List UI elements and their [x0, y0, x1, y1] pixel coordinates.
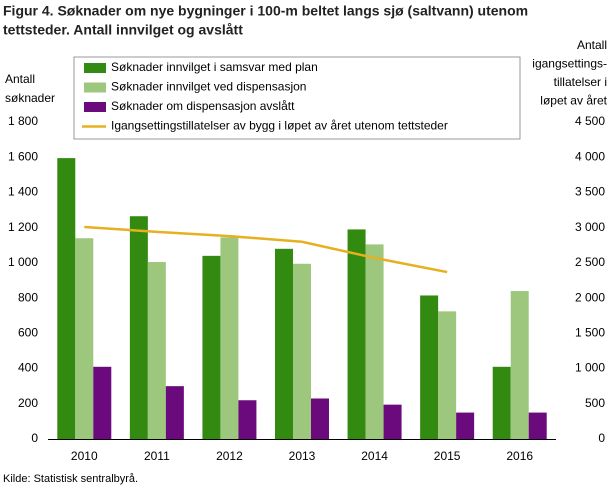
y2-tick-label: 500 [585, 396, 605, 410]
x-tick-label: 2013 [289, 449, 316, 463]
y2-axis-label: tillatelser i [554, 75, 607, 89]
y-tick-label: 1 200 [8, 220, 38, 234]
y2-tick-label: 4 500 [575, 114, 605, 128]
y2-tick-label: 3 000 [575, 220, 605, 234]
bar [293, 263, 311, 439]
bar [220, 237, 239, 439]
bar [93, 366, 112, 439]
y-axis-label: søknader [5, 91, 55, 105]
y2-axis-label: Antall [577, 38, 607, 52]
bar [202, 255, 221, 439]
y2-axis-label: løpet av året [540, 94, 607, 108]
legend-box [73, 56, 521, 140]
y2-tick-label: 2 000 [575, 290, 605, 304]
bar [129, 216, 148, 439]
bar [311, 398, 329, 439]
legend-label: Søknader om dispensasjon avslått [111, 99, 295, 113]
legend-label: Søknader innvilget i samsvar med plan [111, 60, 318, 74]
y2-tick-label: 3 500 [575, 185, 605, 199]
y-tick-label: 0 [31, 431, 38, 445]
legend-label: Søknader innvilget ved dispensasjon [111, 80, 306, 94]
y2-tick-label: 1 500 [575, 326, 605, 340]
x-tick-label: 2016 [506, 449, 533, 463]
chart-title: tettsteder. Antall innvilget og avslått [3, 22, 243, 38]
bar [383, 404, 402, 439]
y2-tick-label: 4 000 [575, 149, 605, 163]
y-tick-label: 1 800 [8, 114, 38, 128]
bar [147, 262, 166, 439]
bar [238, 400, 257, 439]
y-tick-label: 400 [18, 361, 38, 375]
y-axis-label: Antall [5, 72, 35, 86]
y-tick-label: 1 000 [8, 255, 38, 269]
y2-tick-label: 0 [598, 431, 605, 445]
bar [275, 248, 293, 439]
legend-swatch [84, 63, 106, 73]
y2-axis-label: igangsettings- [532, 57, 607, 71]
x-tick-label: 2012 [216, 449, 243, 463]
bar [492, 366, 511, 439]
bar [510, 291, 529, 439]
x-tick-label: 2015 [434, 449, 461, 463]
bar [165, 386, 184, 439]
y-tick-label: 200 [18, 396, 38, 410]
y2-tick-label: 2 500 [575, 255, 605, 269]
bar [57, 158, 76, 439]
legend-swatch [84, 102, 106, 112]
bar [75, 238, 94, 439]
source: Kilde: Statistisk sentralbyrå. [3, 473, 138, 485]
chart-title: Figur 4. Søknader om nye bygninger i 100… [3, 3, 528, 19]
legend-label: Igangsettingstillatelser av bygg i løpet… [111, 119, 448, 133]
y2-tick-label: 1 000 [575, 361, 605, 375]
x-tick-label: 2011 [144, 449, 170, 463]
bar [528, 412, 547, 439]
legend-swatch [84, 82, 106, 93]
y-tick-label: 1 400 [8, 185, 38, 199]
x-tick-label: 2010 [71, 449, 98, 463]
y-tick-label: 1 600 [8, 149, 38, 163]
bar [420, 295, 439, 439]
x-tick-label: 2014 [361, 449, 388, 463]
y-tick-label: 600 [18, 326, 38, 340]
bar [365, 244, 384, 439]
bar [456, 412, 475, 439]
bar [347, 229, 366, 439]
y-tick-label: 800 [18, 290, 38, 304]
line [84, 225, 448, 274]
bar [438, 311, 457, 439]
